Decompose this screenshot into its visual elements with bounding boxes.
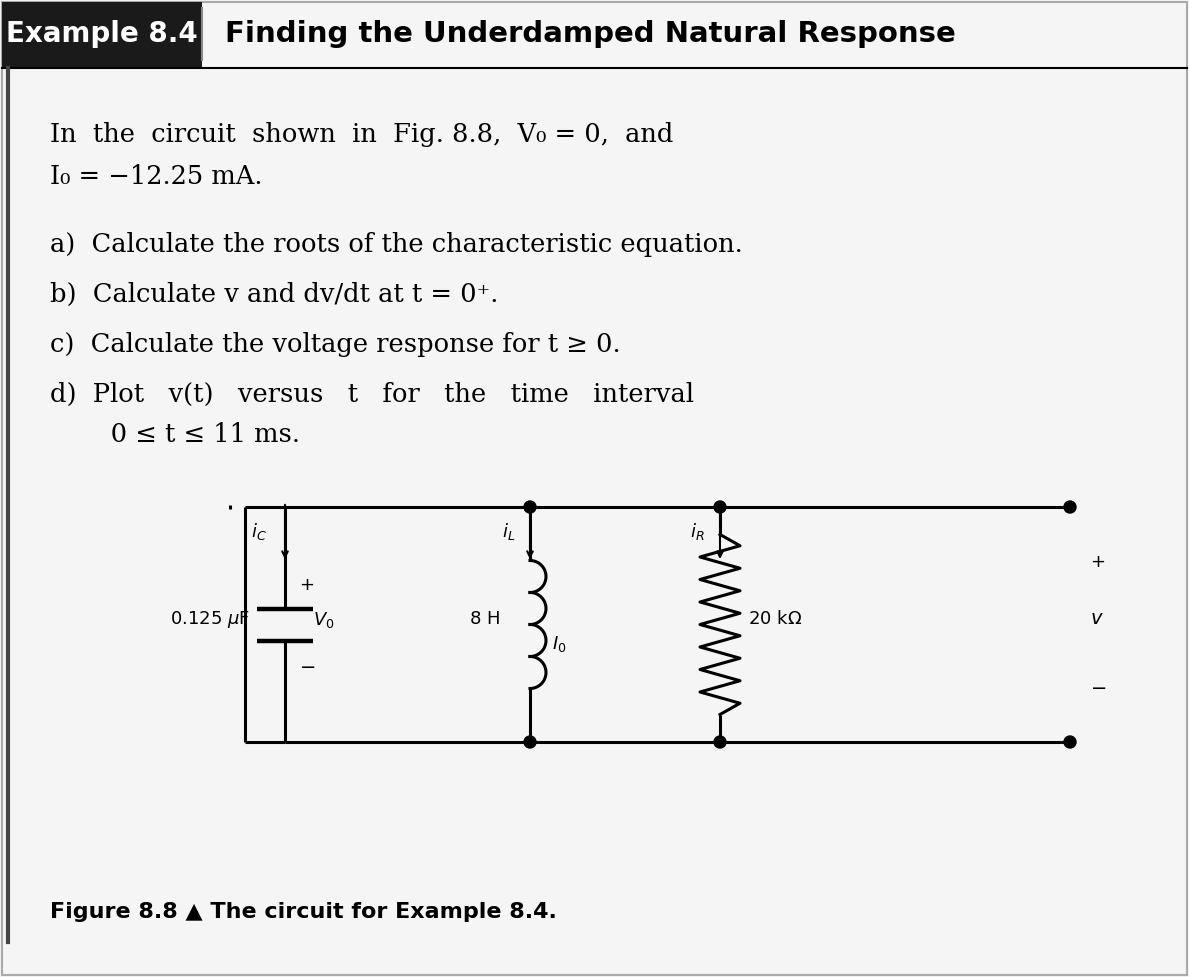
Text: c)  Calculate the voltage response for t ≥ 0.: c) Calculate the voltage response for t … — [50, 332, 621, 357]
Text: I₀ = −12.25 mA.: I₀ = −12.25 mA. — [50, 164, 263, 189]
Text: $-$: $-$ — [1090, 678, 1106, 696]
Text: $8\ \mathrm{H}$: $8\ \mathrm{H}$ — [468, 611, 501, 628]
Circle shape — [715, 736, 726, 748]
Text: Finding the Underdamped Natural Response: Finding the Underdamped Natural Response — [225, 20, 956, 48]
Text: $20\ \mathrm{k\Omega}$: $20\ \mathrm{k\Omega}$ — [748, 611, 803, 628]
Text: $I_0$: $I_0$ — [552, 634, 566, 655]
Circle shape — [1064, 736, 1076, 748]
Text: $i_C$: $i_C$ — [251, 522, 268, 542]
Bar — [2, 2, 202, 68]
Text: 0 ≤ t ≤ 11 ms.: 0 ≤ t ≤ 11 ms. — [70, 422, 300, 447]
Circle shape — [715, 501, 726, 513]
Text: Example 8.4: Example 8.4 — [6, 20, 197, 48]
Text: $v$: $v$ — [1090, 611, 1103, 628]
Text: $i_L$: $i_L$ — [502, 522, 515, 542]
Circle shape — [524, 501, 536, 513]
Text: $+$: $+$ — [1090, 553, 1105, 571]
Text: Figure 8.8 ▲ The circuit for Example 8.4.: Figure 8.8 ▲ The circuit for Example 8.4… — [50, 902, 556, 922]
Text: $V_0$: $V_0$ — [313, 610, 334, 629]
Text: In  the  circuit  shown  in  Fig. 8.8,  V₀ = 0,  and: In the circuit shown in Fig. 8.8, V₀ = 0… — [50, 122, 673, 147]
Text: a)  Calculate the roots of the characteristic equation.: a) Calculate the roots of the characteri… — [50, 232, 743, 257]
Text: $0.125\ \mu\mathrm{F}$: $0.125\ \mu\mathrm{F}$ — [170, 609, 250, 630]
Text: d)  Plot   v(t)   versus   t   for   the   time   interval: d) Plot v(t) versus t for the time inter… — [50, 382, 694, 407]
Circle shape — [1064, 501, 1076, 513]
Circle shape — [524, 736, 536, 748]
Text: b)  Calculate v and dv/dt at t = 0⁺.: b) Calculate v and dv/dt at t = 0⁺. — [50, 282, 498, 307]
Text: $i_R$: $i_R$ — [691, 522, 705, 542]
Text: $+$: $+$ — [300, 575, 315, 593]
Text: $-$: $-$ — [298, 658, 315, 675]
